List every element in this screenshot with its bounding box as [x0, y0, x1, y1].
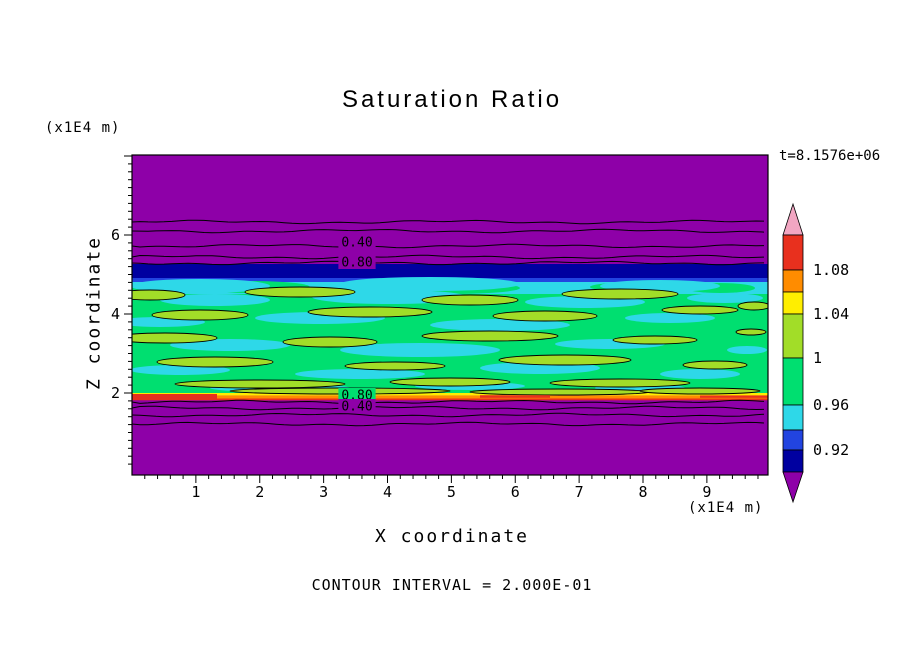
field-blob-cyan: [625, 313, 715, 323]
field-blob-greenyellow: [389, 377, 511, 387]
y-tick-label: 4: [111, 305, 120, 323]
field-blob-cyan: [132, 365, 230, 375]
field-blob-cyan: [340, 277, 520, 291]
field-band-orange: [132, 395, 768, 399]
field-blob-greenyellow: [421, 294, 519, 306]
colorbar-tick-label: 0.92: [813, 441, 849, 459]
x-tick-label: 3: [319, 483, 328, 501]
x-tick-label: 1: [191, 483, 200, 501]
x-tick-label: 7: [575, 483, 584, 501]
field-blob-greenyellow: [132, 289, 186, 301]
field-blob-greenyellow: [156, 356, 274, 368]
field-blob-greenyellow: [549, 378, 691, 388]
field-blob-cyan: [340, 343, 500, 357]
field-hot-patch: [132, 394, 217, 399]
x-tick-label: 5: [447, 483, 456, 501]
colorbar-tick-label: 1: [813, 349, 822, 367]
field-blob-greenyellow: [561, 288, 679, 300]
contour-label: 0.80: [341, 256, 372, 271]
field-band-navy: [132, 264, 768, 278]
field-blob-greenyellow: [307, 306, 433, 318]
contour-line: [132, 219, 765, 225]
field-blob-greenyellow: [498, 354, 632, 366]
x-axis-unit-label: (x1E4 m): [688, 500, 764, 516]
colorbar-segment-green: [782, 357, 804, 406]
contour-field: 0.400.800.800.40: [132, 219, 768, 427]
x-tick-label: 6: [511, 483, 520, 501]
y-tick-label: 6: [111, 226, 120, 244]
timestamp-label: t=8.1576e+06: [779, 148, 881, 164]
chart-title: Saturation Ratio: [341, 86, 563, 113]
x-axis-title: X coordinate: [374, 526, 530, 547]
field-hot-patch: [700, 395, 768, 398]
colorbar-tick-label: 1.08: [813, 261, 849, 279]
field-blob-cyan: [132, 279, 270, 293]
field-blob-greenyellow: [492, 310, 598, 322]
x-tick-label: 9: [702, 483, 711, 501]
field-blob-greenyellow: [344, 361, 446, 371]
field-blob-cyan: [687, 293, 763, 303]
colorbar-tick-label: 1.04: [813, 305, 849, 323]
field-blob-greenyellow: [639, 387, 761, 395]
contour-label: 0.40: [341, 236, 372, 251]
contour-line: [132, 412, 765, 418]
contour-line: [132, 399, 765, 405]
y-axis-title: Z coordinate: [83, 235, 105, 391]
field-blob-greenyellow: [282, 336, 378, 348]
contour-label-bg: [338, 235, 376, 249]
y-tick-label: 2: [111, 384, 120, 402]
contour-label-bg: [338, 399, 376, 413]
contour-interval-label: CONTOUR INTERVAL = 2.000E-01: [311, 576, 593, 594]
field-blob-greenyellow: [244, 286, 356, 298]
field-blob-cyan: [727, 346, 767, 354]
x-tick-label: 8: [638, 483, 647, 501]
colorbar-tick-label: 0.96: [813, 396, 849, 414]
contour-line: [132, 260, 765, 266]
field-blob-cyan: [430, 319, 570, 331]
field-band-red: [132, 398, 768, 401]
field-blob-greenyellow: [735, 328, 767, 336]
contour-line: [132, 405, 765, 411]
x-tick-label: 2: [255, 483, 264, 501]
colorbar-segment-red: [782, 234, 804, 271]
colorbar-arrow-top: [782, 202, 804, 236]
field-blob-cyan: [295, 369, 425, 379]
field-blob-cyan: [660, 369, 740, 379]
colorbar-segment-greenyellow: [782, 313, 804, 359]
field-blob-cyan: [160, 294, 270, 306]
colorbar-segment-yellow: [782, 291, 804, 315]
contour-label-bg: [338, 388, 376, 402]
colorbar-segment-navy: [782, 449, 804, 473]
field-blob-greenyellow: [737, 301, 768, 311]
field-blob-greenyellow: [151, 309, 249, 321]
colorbar-arrow-bottom: [782, 471, 804, 504]
field-blob-greenyellow: [612, 335, 698, 345]
field-blob-greenyellow: [174, 379, 346, 389]
colorbar-segment-orange: [782, 269, 804, 293]
field-blob-greenyellow: [661, 305, 739, 315]
colorbar-segment-cyan: [782, 404, 804, 431]
field-hot-patch: [480, 395, 550, 398]
plot-frame: [131, 154, 769, 476]
field-blob-greenyellow: [421, 330, 559, 342]
y-axis-unit-label: (x1E4 m): [45, 120, 121, 136]
contour-label: 0.40: [341, 400, 372, 415]
field-blob-greenyellow: [132, 332, 218, 344]
field-blob-greenyellow: [682, 360, 748, 370]
contour-line: [132, 243, 765, 249]
contour-line: [132, 421, 765, 427]
field-blob-greenyellow: [469, 388, 651, 396]
x-tick-label: 4: [383, 483, 392, 501]
contour-line: [132, 228, 765, 234]
field-band-yellow: [132, 393, 768, 396]
colorbar-segment-blue: [782, 429, 804, 451]
contour-line: [132, 254, 765, 260]
contour-label-bg: [338, 255, 376, 269]
